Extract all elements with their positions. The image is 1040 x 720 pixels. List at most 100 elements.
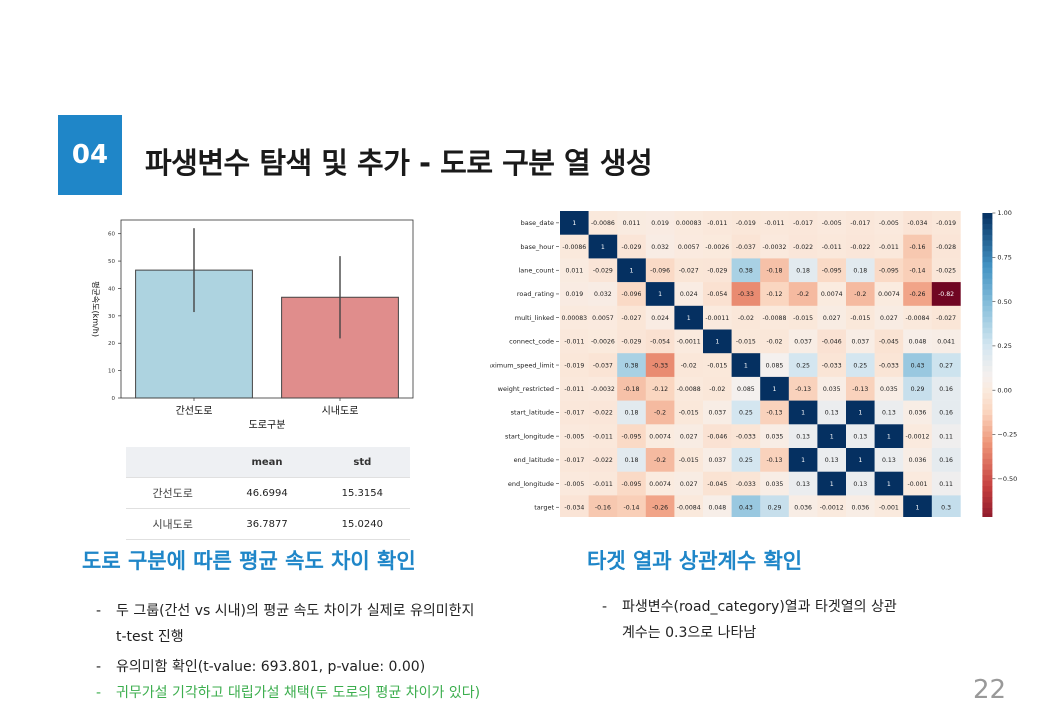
cell-value-label: -0.0026 — [591, 339, 615, 346]
cell-value-label: -0.011 — [765, 220, 785, 227]
heatmap-cell — [674, 424, 704, 449]
heatmap-cell — [731, 495, 761, 517]
stats-row: 시내도로 36.7877 15.0240 — [126, 508, 410, 540]
cell-value-label: -0.011 — [879, 244, 899, 251]
y-tick-label: 40 — [108, 286, 115, 292]
cell-value-label: -0.015 — [850, 315, 870, 322]
row-label: start_latitude — [511, 409, 554, 417]
heatmap-cell — [788, 305, 818, 330]
heatmap-cell — [674, 400, 704, 425]
heatmap-cell — [817, 353, 847, 378]
heatmap-cell — [645, 234, 675, 259]
cell-value-label: 0.0057 — [678, 244, 700, 251]
cell-value-label: -0.0032 — [591, 386, 615, 393]
cell-value-label: -0.2 — [854, 291, 866, 298]
colorbar-segment — [982, 426, 993, 432]
heatmap-cell — [788, 471, 818, 496]
heatmap-cell — [817, 329, 847, 354]
row-label: multi_linked — [515, 314, 554, 322]
heatmap-cell — [703, 424, 732, 449]
colorbar-segment — [982, 333, 993, 340]
stats-row-label: 간선도로 — [126, 477, 220, 509]
cell-value-label: -0.02 — [766, 339, 782, 346]
cell-value-label: -0.011 — [564, 386, 584, 393]
heatmap-cell — [788, 211, 818, 235]
heatmap-cell — [817, 234, 847, 259]
heatmap-cell — [703, 258, 732, 283]
heatmap-cell — [760, 282, 790, 307]
stats-row-label: 시내도로 — [126, 508, 220, 540]
cell-value-label: -0.011 — [707, 220, 727, 227]
colorbar-segment — [982, 344, 993, 350]
heatmap-cell — [674, 234, 704, 259]
heatmap-cell — [931, 282, 961, 307]
heatmap-cell — [588, 376, 618, 401]
cell-value-label: 0.032 — [651, 244, 669, 251]
bullet-dash: - — [602, 599, 608, 615]
cell-value-label: 0.13 — [796, 481, 810, 488]
cell-value-label: -0.0088 — [763, 315, 787, 322]
cell-value-label: 0.25 — [796, 362, 810, 369]
heatmap-cell — [788, 376, 818, 401]
cell-value-label: 0.18 — [853, 267, 867, 274]
heatmap-cell — [874, 424, 904, 449]
bullet-item: t-test 진행 — [96, 624, 480, 650]
heatmap-cell — [903, 211, 933, 235]
cell-value-label: 0.13 — [853, 433, 867, 440]
cell-value-label: 0.037 — [851, 339, 869, 346]
heatmap-cell — [645, 353, 675, 378]
heatmap-cell — [617, 400, 647, 425]
heatmap-cell — [703, 234, 732, 259]
cell-value-label: 0.11 — [939, 481, 953, 488]
cell-value-label: -0.015 — [679, 410, 699, 417]
heatmap-cell — [760, 424, 790, 449]
heatmap-cell — [788, 495, 818, 517]
cell-value-label: 1 — [630, 267, 634, 274]
bullet-text: 계수는 0.3으로 나타남 — [622, 625, 757, 641]
cell-value-label: 0.29 — [768, 504, 782, 511]
colorbar-tick-label: 0.00 — [997, 386, 1011, 394]
cell-value-label: -0.028 — [936, 244, 956, 251]
heatmap-cell — [903, 376, 933, 401]
cell-value-label: 0.0057 — [592, 315, 614, 322]
cell-value-label: -0.033 — [822, 362, 842, 369]
heatmap-cell — [817, 376, 847, 401]
cell-value-label: -0.0012 — [906, 433, 930, 440]
cell-value-label: 0.037 — [708, 457, 726, 464]
heatmap-cell — [703, 329, 732, 354]
heatmap-cell — [560, 495, 589, 517]
cell-value-label: -0.0011 — [677, 339, 701, 346]
cell-value-label: -0.02 — [681, 362, 697, 369]
colorbar-segment — [982, 213, 993, 219]
cell-value-label: -0.02 — [738, 315, 754, 322]
cell-value-label: -0.2 — [654, 457, 666, 464]
left-bullet-list: -두 그룹(간선 vs 시내)의 평균 속도 차이가 실제로 유의미한지 t-t… — [96, 598, 480, 706]
colorbar-tick-label: 0.75 — [997, 253, 1011, 261]
colorbar-segment — [982, 458, 993, 465]
heatmap-cell — [760, 471, 790, 496]
colorbar-tick-label: 0.50 — [997, 298, 1011, 306]
cell-value-label: -0.095 — [622, 481, 642, 488]
heatmap-cell — [703, 282, 732, 307]
heatmap-cell — [617, 234, 647, 259]
colorbar-segment — [982, 464, 993, 471]
heatmap-cell — [560, 353, 589, 378]
heatmap-cell — [674, 282, 704, 307]
heatmap-cell — [903, 329, 933, 354]
heatmap-cell — [645, 282, 675, 307]
heatmap-cell — [931, 258, 961, 283]
heatmap-cell — [931, 329, 961, 354]
cell-value-label: -0.18 — [623, 386, 639, 393]
cell-value-label: 1 — [858, 410, 862, 417]
cell-value-label: -0.017 — [850, 220, 870, 227]
colorbar-segment — [982, 234, 993, 241]
colorbar-segment — [982, 409, 993, 416]
heatmap-cell — [674, 448, 704, 472]
heatmap-cell — [674, 495, 704, 517]
cell-value-label: 1 — [801, 457, 805, 464]
heatmap-cell — [645, 211, 675, 235]
cell-value-label: 0.00083 — [676, 220, 702, 227]
cell-value-label: -0.095 — [879, 267, 899, 274]
stats-table: mean std 간선도로 46.6994 15.3154 시내도로 36.78… — [126, 447, 410, 540]
